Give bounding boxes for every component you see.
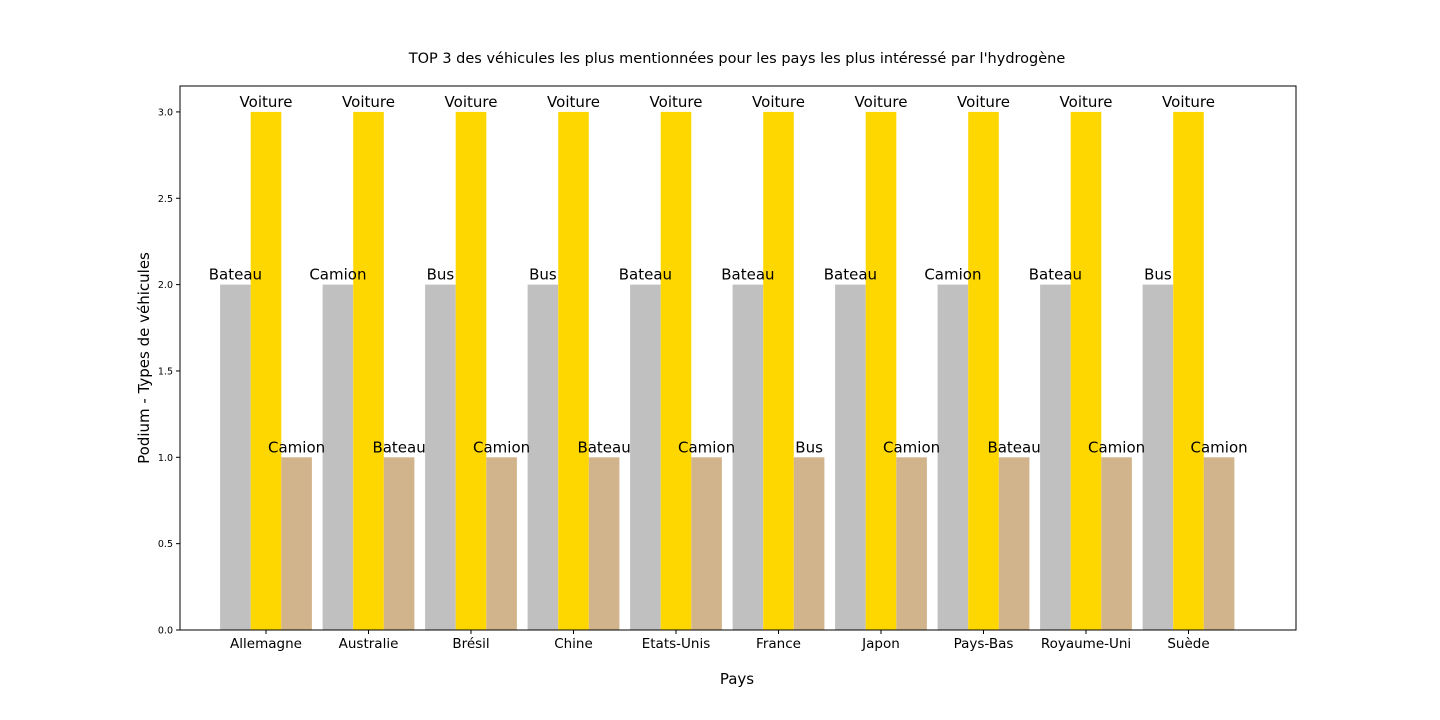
bars-layer: [220, 111, 1235, 630]
bar: [1142, 284, 1174, 630]
y-tick-label: 1.5: [158, 366, 173, 377]
bar-data-label: Bateau: [209, 266, 262, 284]
bar: [793, 457, 825, 630]
y-axis-label: Podium - Types de véhicules: [135, 252, 153, 464]
bar: [322, 284, 354, 630]
bar-data-label: Voiture: [445, 93, 498, 111]
bar-data-label: Bateau: [1029, 266, 1082, 284]
bar-data-label: Voiture: [240, 93, 293, 111]
x-axis: Allemagne Australie Brésil Chine Etats-Unis F…: [230, 630, 1210, 652]
bar: [998, 457, 1030, 630]
bar-data-label: Voiture: [957, 93, 1010, 111]
bar: [691, 457, 722, 630]
bar: [250, 111, 282, 630]
x-axis-label: Pays: [720, 670, 754, 688]
x-tick-label: Pays-Bas: [954, 636, 1014, 652]
bar-data-label: Bateau: [619, 266, 672, 284]
bar-data-label: Camion: [883, 438, 940, 456]
bar-data-label: Camion: [473, 438, 530, 456]
bar: [1070, 111, 1102, 630]
y-tick-label: 3.0: [158, 107, 173, 118]
x-tick-label: Allemagne: [230, 636, 302, 652]
bar: [588, 457, 620, 630]
y-tick-label: 1.0: [158, 453, 173, 464]
y-tick-label: 0.5: [158, 539, 173, 550]
bar-data-label: Camion: [678, 438, 735, 456]
bar-data-label: Camion: [1088, 438, 1145, 456]
bar-data-label: Voiture: [1162, 93, 1215, 111]
y-axis: 0.0 0.5 1.0 1.5 2.0 2.5 3.0: [158, 107, 180, 637]
bar-labels-layer: Bateau Voiture Camion Camion Voiture Bateau Bu…: [209, 93, 1248, 456]
y-tick-label: 2.0: [158, 280, 173, 291]
bar-data-label: Voiture: [855, 93, 908, 111]
bar-data-label: Camion: [268, 438, 325, 456]
bar: [527, 284, 559, 630]
x-tick-label: France: [756, 636, 801, 652]
bar-data-label: Bus: [427, 266, 455, 284]
bar: [630, 284, 661, 630]
bar-data-label: Voiture: [650, 93, 703, 111]
bar: [732, 284, 764, 630]
bar: [425, 284, 456, 630]
bar-data-label: Bateau: [372, 438, 425, 456]
bar: [968, 111, 999, 630]
bar: [353, 111, 384, 630]
y-tick-label: 0.0: [158, 626, 173, 637]
bar-data-label: Voiture: [1060, 93, 1113, 111]
x-tick-label: Australie: [339, 636, 399, 652]
bar: [486, 457, 517, 630]
bar-data-label: Bateau: [987, 438, 1040, 456]
bar-data-label: Voiture: [547, 93, 600, 111]
bar-data-label: Bus: [795, 438, 823, 456]
bar: [383, 457, 415, 630]
bar: [937, 284, 969, 630]
bar: [558, 111, 589, 630]
bar: [1101, 457, 1132, 630]
bar: [865, 111, 897, 630]
x-tick-label: Chine: [554, 636, 593, 652]
bar: [1173, 111, 1204, 630]
bar: [1040, 284, 1071, 630]
bar-data-label: Camion: [309, 266, 366, 284]
y-tick-label: 2.5: [158, 194, 173, 205]
x-tick-label: Japon: [861, 636, 900, 652]
x-tick-label: Suède: [1167, 636, 1209, 652]
bar-data-label: Bateau: [721, 266, 774, 284]
bar: [220, 284, 251, 630]
bar: [835, 284, 866, 630]
bar-data-label: Camion: [1191, 438, 1248, 456]
bar: [896, 457, 927, 630]
bar-data-label: Bateau: [577, 438, 630, 456]
plot-frame: [179, 85, 1297, 631]
bar: [1203, 457, 1235, 630]
bar-data-label: Bus: [529, 266, 557, 284]
bar-data-label: Voiture: [752, 93, 805, 111]
x-tick-label: Etats-Unis: [642, 636, 711, 652]
x-tick-label: Royaume-Uni: [1041, 636, 1131, 652]
bar-data-label: Bateau: [824, 266, 877, 284]
chart-title: TOP 3 des véhicules les plus mentionnées…: [408, 51, 1066, 67]
bar: [455, 111, 487, 630]
bar-data-label: Camion: [924, 266, 981, 284]
bar-data-label: Bus: [1144, 266, 1172, 284]
bar-data-label: Voiture: [342, 93, 395, 111]
bar: [281, 457, 312, 630]
bar: [763, 111, 794, 630]
x-tick-label: Brésil: [452, 636, 489, 652]
bar: [660, 111, 692, 630]
